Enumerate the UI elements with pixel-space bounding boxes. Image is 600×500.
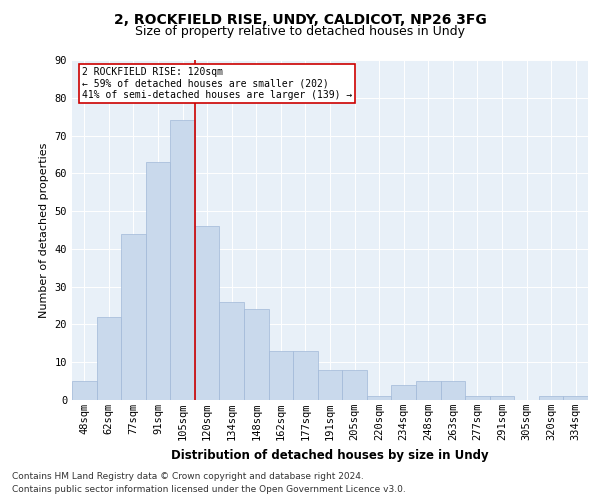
Bar bbox=[539, 396, 563, 400]
Bar bbox=[416, 381, 440, 400]
Y-axis label: Number of detached properties: Number of detached properties bbox=[39, 142, 49, 318]
Text: 2 ROCKFIELD RISE: 120sqm
← 59% of detached houses are smaller (202)
41% of semi-: 2 ROCKFIELD RISE: 120sqm ← 59% of detach… bbox=[82, 67, 353, 100]
Bar bbox=[244, 310, 269, 400]
Bar bbox=[97, 317, 121, 400]
X-axis label: Distribution of detached houses by size in Undy: Distribution of detached houses by size … bbox=[171, 448, 489, 462]
Bar bbox=[293, 351, 318, 400]
Bar bbox=[367, 396, 391, 400]
Bar bbox=[121, 234, 146, 400]
Bar bbox=[490, 396, 514, 400]
Bar bbox=[72, 381, 97, 400]
Text: Size of property relative to detached houses in Undy: Size of property relative to detached ho… bbox=[135, 25, 465, 38]
Bar bbox=[146, 162, 170, 400]
Bar bbox=[563, 396, 588, 400]
Bar bbox=[195, 226, 220, 400]
Bar bbox=[269, 351, 293, 400]
Bar bbox=[342, 370, 367, 400]
Bar bbox=[318, 370, 342, 400]
Text: Contains HM Land Registry data © Crown copyright and database right 2024.: Contains HM Land Registry data © Crown c… bbox=[12, 472, 364, 481]
Text: 2, ROCKFIELD RISE, UNDY, CALDICOT, NP26 3FG: 2, ROCKFIELD RISE, UNDY, CALDICOT, NP26 … bbox=[113, 12, 487, 26]
Bar bbox=[465, 396, 490, 400]
Bar bbox=[220, 302, 244, 400]
Bar bbox=[391, 385, 416, 400]
Text: Contains public sector information licensed under the Open Government Licence v3: Contains public sector information licen… bbox=[12, 485, 406, 494]
Bar bbox=[170, 120, 195, 400]
Bar bbox=[440, 381, 465, 400]
